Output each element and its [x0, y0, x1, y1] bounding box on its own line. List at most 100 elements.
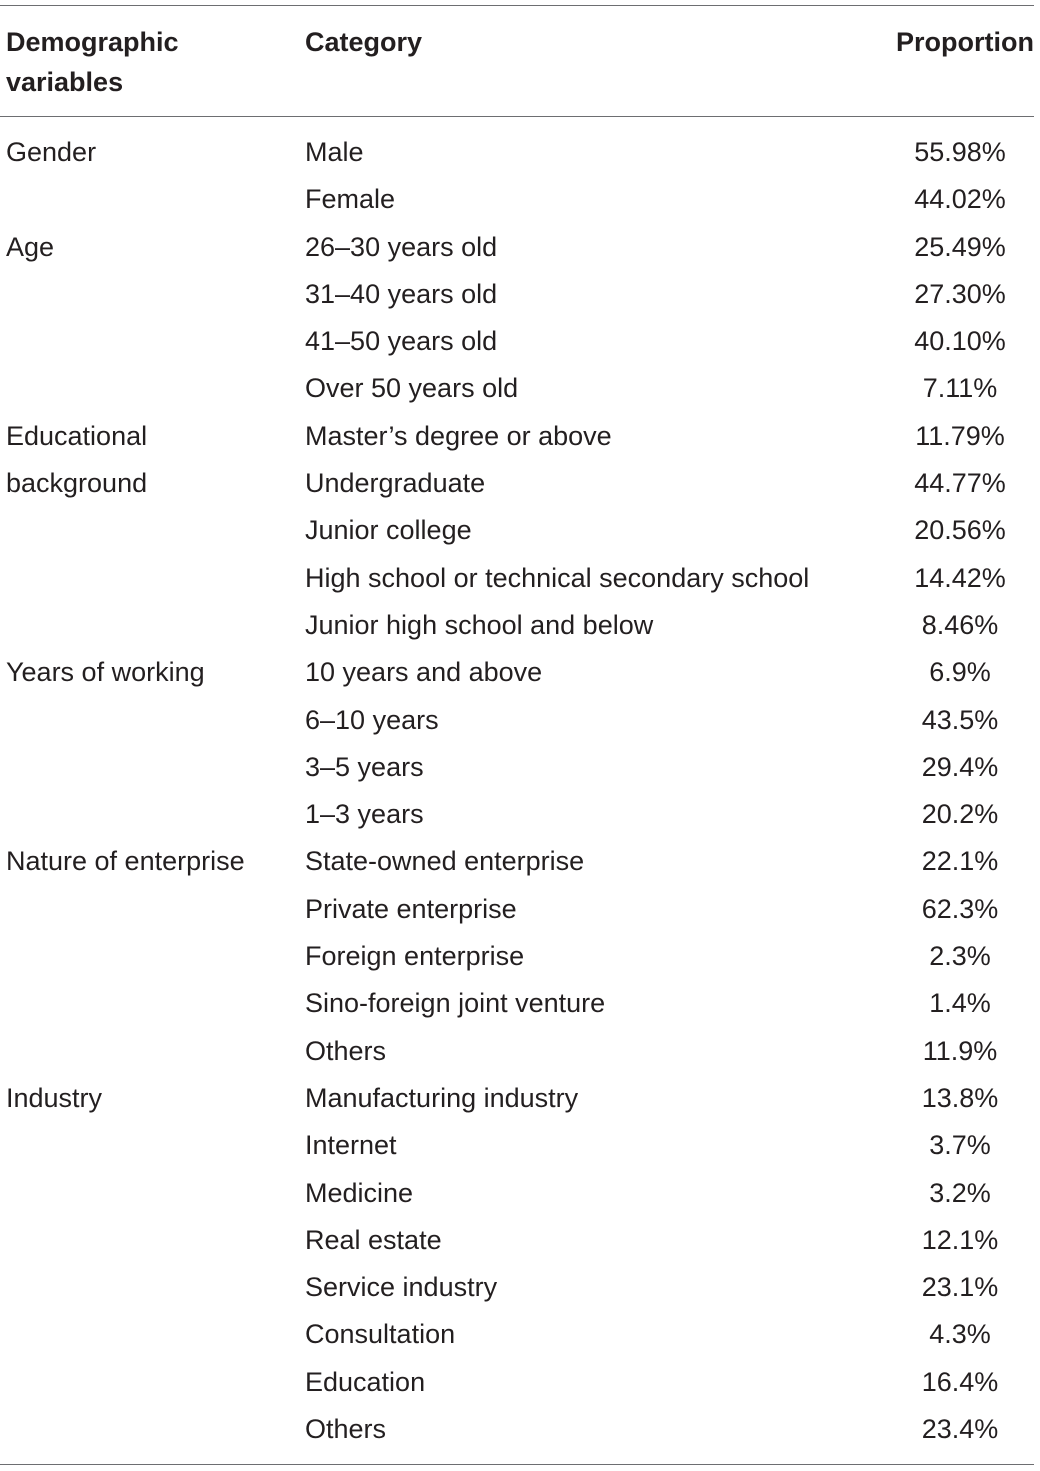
cell-proportion: 13.8% [921, 1082, 999, 1113]
header-demographic-variables: Demographic variables [6, 22, 286, 102]
cell-category: 1–3 years [305, 799, 424, 830]
cell-category: Female [305, 184, 396, 215]
table-row: Junior high school and below 8.46% [0, 602, 1040, 649]
table-row: Gender Male 55.98% [0, 129, 1040, 176]
cell-demographic-variable: background [6, 468, 148, 499]
table-row: Years of working 10 years and above 6.9% [0, 649, 1040, 696]
table-row: Medicine 3.2% [0, 1170, 1040, 1217]
cell-category: Service industry [305, 1272, 498, 1303]
table-row: Internet 3.7% [0, 1122, 1040, 1169]
cell-category: Others [305, 1414, 387, 1445]
table-row: 3–5 years 29.4% [0, 744, 1040, 791]
cell-category: High school or technical secondary schoo… [305, 562, 810, 593]
cell-category: Sino-foreign joint venture [305, 988, 606, 1019]
cell-proportion: 16.4% [921, 1366, 999, 1397]
table-row: Others 11.9% [0, 1028, 1040, 1075]
cell-category: Junior college [305, 515, 472, 546]
table-row: Service industry 23.1% [0, 1264, 1040, 1311]
cell-proportion: 14.42% [914, 562, 1006, 593]
table-row: Industry Manufacturing industry 13.8% [0, 1075, 1040, 1122]
cell-category: Medicine [305, 1177, 414, 1208]
cell-proportion: 44.02% [914, 184, 1006, 215]
cell-category: Manufacturing industry [305, 1082, 579, 1113]
table-row: Consultation 4.3% [0, 1311, 1040, 1358]
table-row: Education 16.4% [0, 1359, 1040, 1406]
cell-proportion: 2.3% [929, 941, 991, 972]
table-body: Gender Male 55.98% Female 44.02% Age 26–30 yea… [0, 129, 1040, 1453]
cell-category: Male [305, 137, 364, 167]
cell-proportion: 27.30% [914, 278, 1006, 309]
cell-category: Junior high school and below [305, 609, 654, 640]
cell-proportion: 3.7% [929, 1130, 991, 1161]
table-row: 41–50 years old 40.10% [0, 318, 1040, 365]
cell-proportion: 8.46% [921, 609, 999, 640]
cell-category: Internet [305, 1130, 397, 1161]
table-row: Over 50 years old 7.11% [0, 365, 1040, 412]
table-row: 6–10 years 43.5% [0, 697, 1040, 744]
cell-proportion: 55.98% [914, 137, 1006, 167]
cell-proportion: 20.56% [914, 515, 1006, 546]
table-row: Female 44.02% [0, 176, 1040, 223]
cell-category: 6–10 years [305, 704, 439, 735]
cell-proportion: 23.4% [921, 1414, 999, 1445]
cell-proportion: 11.9% [922, 1035, 998, 1066]
cell-proportion: 12.1% [921, 1224, 999, 1255]
cell-category: 41–50 years old [305, 326, 498, 357]
cell-demographic-variable: Years of working [6, 657, 205, 688]
cell-proportion: 25.49% [914, 231, 1006, 262]
table-bottom-rule [0, 1464, 1034, 1465]
cell-proportion: 62.3% [921, 893, 999, 924]
table-row: Nature of enterprise State-owned enterpri… [0, 838, 1040, 885]
cell-proportion: 11.79% [915, 420, 1005, 451]
cell-category: Real estate [305, 1224, 442, 1255]
cell-proportion: 7.11% [922, 373, 998, 404]
cell-proportion: 22.1% [921, 846, 999, 877]
cell-demographic-variable: Gender [6, 137, 97, 167]
cell-category: Master’s degree or above [305, 420, 612, 451]
table-row: Private enterprise 62.3% [0, 886, 1040, 933]
cell-proportion: 44.77% [914, 468, 1006, 499]
cell-proportion: 1.4% [929, 988, 991, 1019]
cell-category: Undergraduate [305, 468, 486, 499]
cell-category: Others [305, 1035, 387, 1066]
table-row: 31–40 years old 27.30% [0, 271, 1040, 318]
cell-proportion: 4.3% [929, 1319, 991, 1350]
table-row: 1–3 years 20.2% [0, 791, 1040, 838]
cell-demographic-variable: Industry [6, 1082, 103, 1113]
cell-category: Private enterprise [305, 893, 517, 924]
header-proportion: Proportion [896, 27, 1034, 57]
cell-category: 26–30 years old [305, 231, 498, 262]
table-header-rule [0, 116, 1034, 117]
cell-category: Consultation [305, 1319, 456, 1350]
cell-demographic-variable: Nature of enterprise [6, 846, 245, 877]
table-row: High school or technical secondary schoo… [0, 555, 1040, 602]
table-row: Real estate 12.1% [0, 1217, 1040, 1264]
cell-category: Over 50 years old [305, 373, 519, 404]
header-variable-line2: variables [6, 67, 124, 97]
table-row: Sino-foreign joint venture 1.4% [0, 980, 1040, 1027]
cell-proportion: 29.4% [921, 751, 999, 782]
cell-category: Education [305, 1366, 426, 1397]
table-row: Foreign enterprise 2.3% [0, 933, 1040, 980]
cell-demographic-variable: Age [6, 231, 55, 262]
table-top-rule [0, 5, 1034, 6]
cell-category: 31–40 years old [305, 278, 498, 309]
cell-proportion: 23.1% [921, 1272, 999, 1303]
cell-category: 10 years and above [305, 657, 543, 688]
header-category: Category [305, 27, 423, 57]
table-row: Educational Master’s degree or above 11.79… [0, 413, 1040, 460]
cell-category: 3–5 years [305, 751, 424, 782]
cell-proportion: 6.9% [929, 657, 991, 688]
cell-proportion: 43.5% [921, 704, 999, 735]
cell-proportion: 40.10% [914, 326, 1006, 357]
cell-proportion: 20.2% [921, 799, 999, 830]
table-row: Others 23.4% [0, 1406, 1040, 1453]
cell-category: State-owned enterprise [305, 846, 585, 877]
table-row: Junior college 20.56% [0, 507, 1040, 554]
cell-category: Foreign enterprise [305, 941, 525, 972]
cell-proportion: 3.2% [929, 1177, 991, 1208]
cell-demographic-variable: Educational [6, 420, 148, 451]
header-variable-line1: Demographic [6, 27, 179, 57]
table-row: Age 26–30 years old 25.49% [0, 224, 1040, 271]
table-row: background Undergraduate 44.77% [0, 460, 1040, 507]
